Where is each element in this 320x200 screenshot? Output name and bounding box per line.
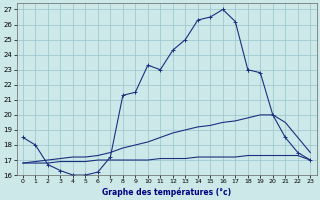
- X-axis label: Graphe des températures (°c): Graphe des températures (°c): [102, 187, 231, 197]
